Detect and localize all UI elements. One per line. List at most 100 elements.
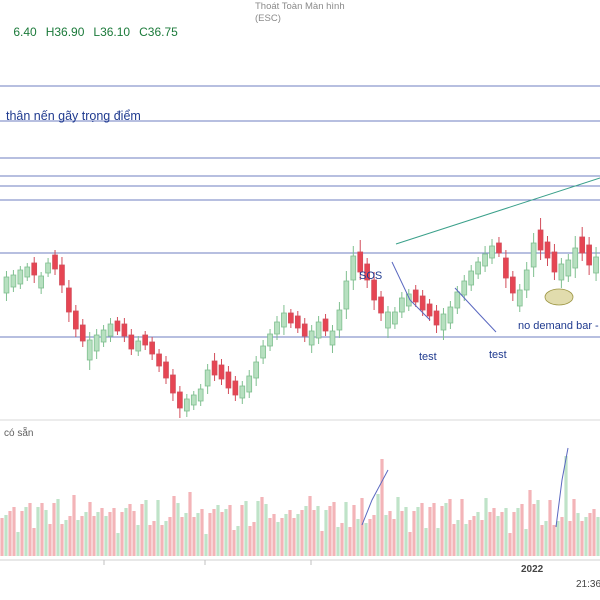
candle-body xyxy=(301,323,308,337)
volume-bar xyxy=(40,503,44,556)
ohlc-low: L36.10 xyxy=(93,25,131,39)
volume-bar xyxy=(388,511,392,556)
volume-bar xyxy=(472,516,476,556)
volume-bar xyxy=(308,496,312,556)
candle-body xyxy=(454,291,461,309)
candle-body xyxy=(260,345,266,359)
volume-bar xyxy=(176,503,180,556)
candle-body xyxy=(350,255,357,281)
volume-bar xyxy=(172,496,176,556)
candle-body xyxy=(246,375,253,393)
volume-bar xyxy=(572,499,576,556)
candle-body xyxy=(357,251,364,273)
volume-bar xyxy=(152,521,156,556)
volume-bar xyxy=(280,518,284,556)
candle-body xyxy=(579,236,586,254)
volume-bar xyxy=(96,512,100,556)
volume-pane-label: có sẵn xyxy=(4,426,33,439)
volume-bar xyxy=(232,530,236,556)
volume-bar xyxy=(216,505,220,556)
volume-bar xyxy=(52,503,56,556)
arrow-test-2 xyxy=(454,287,497,333)
candle-body xyxy=(503,257,509,279)
volume-bar xyxy=(196,513,200,556)
volume-bar xyxy=(36,507,40,556)
candle-body xyxy=(544,241,551,259)
exit-fullscreen-button[interactable]: Thoát Toàn Màn hình (ESC) xyxy=(255,1,345,25)
volume-bar xyxy=(512,512,516,556)
candle-body xyxy=(496,242,502,254)
time-axis-clock: 21:36 xyxy=(576,579,600,590)
volume-bar xyxy=(460,499,464,556)
candle-body xyxy=(281,312,287,328)
volume-bar xyxy=(140,504,144,556)
volume-bar xyxy=(248,526,252,556)
volume-bar xyxy=(68,516,72,556)
volume-bar xyxy=(188,492,192,556)
volume-bar xyxy=(324,510,328,556)
volume-bar xyxy=(92,516,96,556)
candle-body xyxy=(433,310,440,326)
volume-bar xyxy=(484,498,488,556)
volume-bar xyxy=(444,503,448,556)
candle-body xyxy=(267,333,273,347)
volume-bar xyxy=(596,517,600,556)
volume-bar xyxy=(340,523,344,556)
candle-body xyxy=(329,330,336,346)
candle-body xyxy=(66,287,72,313)
candle-body xyxy=(405,293,412,307)
volume-bar xyxy=(468,520,472,556)
candle-body xyxy=(565,259,572,277)
candle-body xyxy=(100,329,107,343)
volume-bar xyxy=(424,528,428,556)
volume-bar xyxy=(144,500,148,556)
candle-body xyxy=(93,334,100,352)
volume-bar xyxy=(576,513,580,556)
volume-bar xyxy=(168,517,172,556)
ohlc-open: 6.40 xyxy=(13,25,37,39)
volume-bar xyxy=(532,504,536,556)
candle-body xyxy=(204,369,211,387)
volume-bar xyxy=(300,510,304,556)
volume-bar xyxy=(136,525,140,556)
volume-bar xyxy=(124,508,128,556)
no-demand-highlight xyxy=(544,288,574,306)
candle-body xyxy=(412,289,419,303)
candle-body xyxy=(399,297,405,313)
volume-bar xyxy=(148,525,152,556)
volume-bar xyxy=(84,512,88,556)
time-axis-year-label: 2022 xyxy=(521,564,544,575)
candle-body xyxy=(440,313,447,331)
volume-bar xyxy=(4,515,8,556)
volume-bar xyxy=(204,534,208,556)
volume-bars xyxy=(0,456,600,556)
volume-bar xyxy=(384,515,388,556)
candle-body xyxy=(392,311,398,325)
candle-body xyxy=(163,361,169,379)
candle-body xyxy=(177,391,183,409)
candle-body xyxy=(294,315,301,329)
candle-body xyxy=(52,254,58,270)
candle-body xyxy=(378,296,384,314)
candle-body xyxy=(45,262,51,274)
volume-bar xyxy=(380,459,384,556)
volume-bar xyxy=(244,501,248,556)
candle-body xyxy=(156,353,162,367)
candle-body xyxy=(107,323,114,337)
volume-bar xyxy=(32,528,36,556)
candle-body xyxy=(523,269,530,291)
volume-bar xyxy=(228,505,232,556)
volume-bar xyxy=(352,505,356,556)
arrow-volume-sos xyxy=(361,469,389,526)
volume-bar xyxy=(348,527,352,556)
volume-bar xyxy=(500,512,504,556)
volume-bar xyxy=(60,524,64,556)
annotation-test-2: test xyxy=(489,349,507,361)
candle-body xyxy=(10,274,17,288)
volume-bar xyxy=(544,521,548,556)
candle-body xyxy=(509,276,516,294)
volume-bar xyxy=(368,519,372,556)
volume-bar xyxy=(288,510,292,556)
